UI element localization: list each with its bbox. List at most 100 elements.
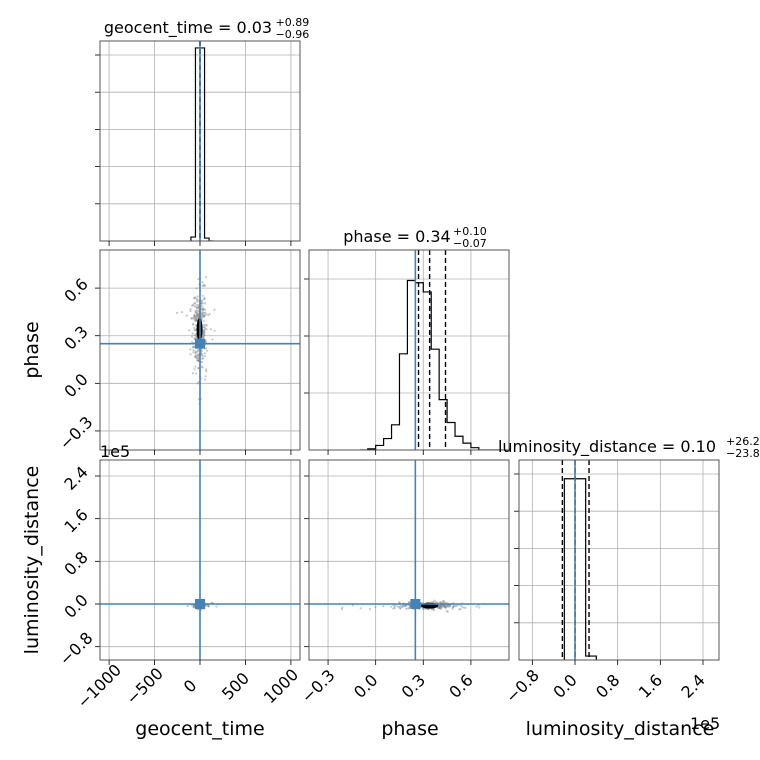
sample-point bbox=[195, 287, 198, 290]
xtick-label-3: 0.6 bbox=[445, 670, 476, 701]
sample-point bbox=[443, 605, 446, 608]
panel-phase-hist: phase = 0.34 +0.10−0.07 bbox=[304, 225, 510, 455]
sample-point bbox=[202, 333, 205, 336]
sample-point bbox=[202, 320, 205, 323]
xtick-label-3: 1.6 bbox=[635, 670, 666, 701]
sample-point bbox=[202, 336, 205, 339]
sample-point bbox=[203, 308, 207, 311]
ytick-label-3: 1.6 bbox=[60, 505, 91, 536]
sample-point bbox=[439, 607, 442, 610]
ytick-label-0: −0.8 bbox=[56, 628, 97, 669]
sample-point bbox=[435, 601, 439, 604]
sample-point bbox=[203, 326, 207, 330]
sample-point bbox=[459, 607, 462, 611]
sample-point bbox=[201, 336, 205, 340]
sample-point bbox=[202, 334, 206, 337]
sample-point bbox=[203, 297, 206, 301]
hist-phase bbox=[359, 279, 503, 450]
sample-point bbox=[192, 351, 195, 354]
sample-point bbox=[195, 319, 198, 322]
sample-point bbox=[203, 355, 207, 358]
sample-point bbox=[340, 608, 343, 611]
sample-point bbox=[211, 338, 214, 341]
xtick-label-1: 0.0 bbox=[549, 670, 580, 701]
sample-point bbox=[202, 311, 206, 314]
sample-point bbox=[196, 313, 199, 316]
panel-frame bbox=[518, 459, 720, 661]
sample-point bbox=[196, 317, 199, 320]
ytick-label-2: 0.3 bbox=[60, 322, 91, 353]
sample-point bbox=[437, 606, 440, 610]
sample-point bbox=[190, 335, 194, 338]
sample-point bbox=[194, 318, 197, 322]
sample-point bbox=[196, 307, 199, 310]
sample-point bbox=[475, 605, 478, 608]
sample-point bbox=[374, 605, 377, 609]
sample-point bbox=[203, 325, 206, 329]
sample-point bbox=[200, 315, 203, 318]
sample-point bbox=[438, 605, 441, 608]
sample-point bbox=[404, 604, 408, 607]
sample-point bbox=[202, 307, 205, 311]
sample-point bbox=[193, 297, 196, 300]
sample-point bbox=[193, 314, 196, 317]
sample-point bbox=[191, 332, 194, 335]
sample-point bbox=[453, 605, 456, 608]
sample-point bbox=[399, 607, 402, 610]
offset-text-x: 1e5 bbox=[690, 714, 720, 733]
sample-point bbox=[194, 356, 198, 359]
sample-point bbox=[407, 601, 411, 604]
sample-point bbox=[194, 356, 197, 359]
title-sub-luminosity_distance: −23.81 bbox=[726, 447, 760, 460]
sample-point bbox=[196, 310, 200, 313]
sample-point bbox=[197, 314, 200, 317]
offset-text-y: 1e5 bbox=[100, 442, 130, 461]
sample-point bbox=[194, 302, 197, 305]
sample-point bbox=[445, 610, 448, 613]
sample-point bbox=[189, 353, 192, 356]
sample-point bbox=[396, 605, 399, 608]
sample-point bbox=[202, 308, 205, 311]
sample-point bbox=[195, 355, 199, 358]
sample-point bbox=[460, 605, 463, 608]
sample-point bbox=[193, 328, 196, 331]
sample-point bbox=[451, 607, 454, 610]
panel-geocent_time-vs-phase: −0.3 0.0 0.3 0.6 bbox=[56, 249, 301, 455]
sample-point bbox=[200, 365, 203, 368]
sample-point bbox=[448, 604, 451, 607]
sample-point bbox=[446, 604, 449, 607]
sample-point bbox=[195, 297, 198, 300]
sample-point bbox=[175, 311, 179, 314]
sample-point bbox=[201, 354, 204, 357]
sample-point bbox=[193, 315, 196, 319]
sample-point bbox=[201, 309, 204, 312]
xtick-label-0: −1000 bbox=[73, 660, 125, 712]
sample-point bbox=[207, 313, 210, 317]
xtick-label-1: 0.0 bbox=[350, 670, 381, 701]
sample-point bbox=[398, 601, 401, 604]
sample-point bbox=[194, 334, 198, 338]
sample-point bbox=[201, 316, 204, 319]
sample-point bbox=[359, 607, 362, 610]
sample-point bbox=[197, 315, 200, 318]
sample-point bbox=[201, 335, 204, 338]
sample-point bbox=[187, 329, 191, 332]
sample-point bbox=[201, 312, 204, 315]
sample-point bbox=[205, 328, 208, 331]
sample-point bbox=[192, 323, 195, 326]
sample-point bbox=[445, 604, 449, 608]
sample-point bbox=[439, 600, 442, 604]
sample-point bbox=[189, 309, 192, 313]
sample-point bbox=[399, 604, 402, 607]
sample-point bbox=[201, 294, 204, 297]
sample-point bbox=[213, 329, 216, 332]
sample-point bbox=[443, 605, 446, 609]
sample-point bbox=[203, 328, 206, 331]
xtick-label-0: −0.8 bbox=[502, 666, 543, 707]
sample-point bbox=[452, 605, 455, 609]
sample-point bbox=[452, 605, 455, 608]
sample-point bbox=[193, 368, 196, 371]
sample-point bbox=[201, 311, 204, 314]
xtick-label-1: −500 bbox=[122, 664, 167, 709]
